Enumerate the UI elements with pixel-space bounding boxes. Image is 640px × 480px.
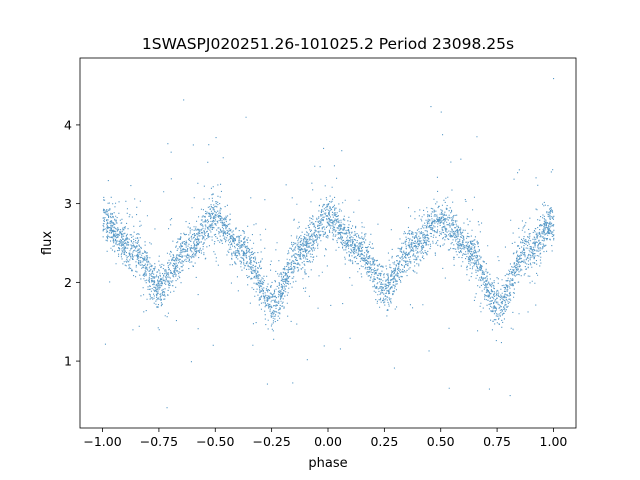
x-tick-label: 0.75 [483, 434, 511, 449]
y-tick-label: 3 [64, 196, 72, 211]
x-tick-label: 0.25 [370, 434, 398, 449]
x-axis: −1.00 −0.75 −0.50 −0.25 0.00 0.25 0.50 0.75 1.00 [83, 428, 567, 449]
x-tick-label: −0.25 [252, 434, 290, 449]
x-tick-label: −0.75 [140, 434, 178, 449]
x-tick-label: 1.00 [540, 434, 568, 449]
y-axis: 1 2 3 4 [64, 117, 80, 369]
x-tick-label: 0.00 [314, 434, 342, 449]
x-tick-label: −1.00 [83, 434, 121, 449]
x-axis-label: phase [308, 456, 347, 471]
y-tick-label: 4 [64, 117, 72, 132]
y-tick-label: 2 [64, 275, 72, 290]
x-tick-label: 0.50 [427, 434, 455, 449]
x-tick-label: −0.50 [196, 434, 234, 449]
y-tick-label: 1 [64, 354, 72, 369]
chart-title: 1SWASPJ020251.26-101025.2 Period 23098.2… [142, 35, 514, 53]
y-axis-label: flux [40, 231, 55, 255]
